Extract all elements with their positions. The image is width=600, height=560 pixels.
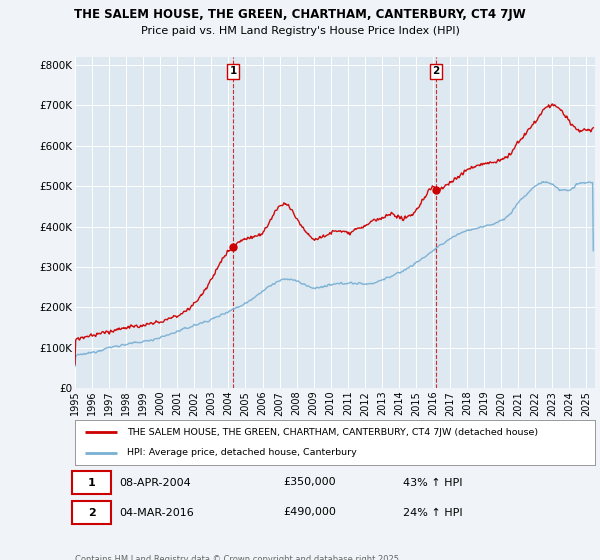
Text: Contains HM Land Registry data © Crown copyright and database right 2025.
This d: Contains HM Land Registry data © Crown c… (75, 555, 401, 560)
Text: 2: 2 (433, 66, 440, 76)
Text: £350,000: £350,000 (283, 478, 335, 488)
Text: HPI: Average price, detached house, Canterbury: HPI: Average price, detached house, Cant… (127, 449, 357, 458)
FancyBboxPatch shape (73, 472, 112, 494)
Text: 08-APR-2004: 08-APR-2004 (119, 478, 191, 488)
Text: THE SALEM HOUSE, THE GREEN, CHARTHAM, CANTERBURY, CT4 7JW: THE SALEM HOUSE, THE GREEN, CHARTHAM, CA… (74, 8, 526, 21)
Text: 04-MAR-2016: 04-MAR-2016 (119, 507, 194, 517)
Text: THE SALEM HOUSE, THE GREEN, CHARTHAM, CANTERBURY, CT4 7JW (detached house): THE SALEM HOUSE, THE GREEN, CHARTHAM, CA… (127, 428, 538, 437)
Text: 1: 1 (88, 478, 96, 488)
Text: Price paid vs. HM Land Registry's House Price Index (HPI): Price paid vs. HM Land Registry's House … (140, 26, 460, 36)
Text: £490,000: £490,000 (283, 507, 336, 517)
FancyBboxPatch shape (73, 501, 112, 524)
Text: 43% ↑ HPI: 43% ↑ HPI (403, 478, 462, 488)
Text: 1: 1 (229, 66, 236, 76)
Text: 24% ↑ HPI: 24% ↑ HPI (403, 507, 462, 517)
Text: 2: 2 (88, 507, 96, 517)
